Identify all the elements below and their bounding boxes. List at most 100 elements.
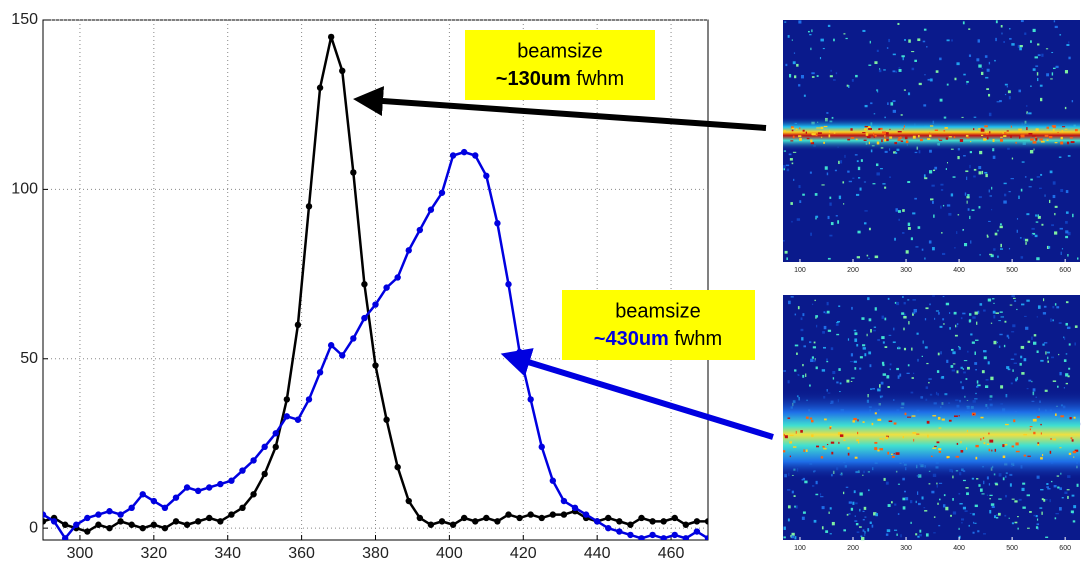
speckle bbox=[967, 194, 969, 196]
point bbox=[372, 362, 378, 368]
speckle bbox=[911, 348, 912, 351]
point bbox=[461, 515, 467, 521]
point bbox=[583, 511, 589, 517]
speckle bbox=[985, 77, 988, 79]
speckle bbox=[1007, 335, 1009, 338]
hot-speckle bbox=[790, 456, 791, 457]
speckle bbox=[883, 69, 886, 70]
hot-speckle bbox=[913, 439, 914, 442]
speckle bbox=[1025, 327, 1028, 330]
speckle bbox=[851, 378, 854, 379]
hot-speckle bbox=[931, 456, 933, 457]
speckle bbox=[1062, 248, 1063, 249]
speckle bbox=[937, 503, 938, 505]
speckle bbox=[1026, 105, 1027, 107]
speckle bbox=[904, 302, 906, 304]
speckle bbox=[1009, 28, 1010, 29]
hot-speckle bbox=[985, 139, 987, 140]
speckle bbox=[969, 525, 970, 527]
speckle bbox=[864, 517, 866, 518]
point bbox=[273, 430, 279, 436]
speckle bbox=[868, 258, 869, 259]
speckle bbox=[810, 359, 813, 362]
speckle bbox=[895, 152, 897, 154]
point bbox=[649, 518, 655, 524]
x-tick-label: 600 bbox=[1059, 267, 1071, 274]
speckle bbox=[1011, 383, 1013, 385]
speckle bbox=[811, 72, 814, 74]
speckle bbox=[894, 238, 896, 241]
hot-speckle bbox=[1005, 424, 1009, 425]
speckle bbox=[893, 54, 896, 56]
hot-speckle bbox=[803, 449, 804, 452]
hot-speckle bbox=[877, 450, 879, 452]
speckle bbox=[1054, 231, 1057, 234]
speckle bbox=[1027, 494, 1030, 496]
x-tick-label: 300 bbox=[900, 267, 912, 274]
speckle bbox=[1037, 523, 1039, 525]
speckle bbox=[813, 359, 816, 362]
hot-speckle bbox=[882, 131, 886, 134]
hot-speckle bbox=[991, 450, 992, 452]
speckle bbox=[1021, 304, 1024, 306]
point bbox=[350, 335, 356, 341]
speckle bbox=[966, 378, 968, 380]
speckle bbox=[855, 154, 858, 155]
speckle bbox=[958, 348, 959, 349]
speckle bbox=[896, 302, 899, 305]
speckle bbox=[945, 507, 948, 510]
x-tick-label: 340 bbox=[214, 545, 241, 562]
speckle bbox=[854, 361, 857, 363]
hot-speckle bbox=[892, 456, 895, 458]
speckle bbox=[924, 29, 927, 31]
speckle bbox=[1032, 234, 1033, 236]
hot-speckle bbox=[852, 420, 854, 422]
speckle bbox=[857, 531, 860, 533]
speckle bbox=[1033, 68, 1036, 71]
speckle bbox=[832, 371, 835, 374]
hot-speckle bbox=[935, 130, 938, 131]
speckle bbox=[1037, 43, 1039, 45]
hot-speckle bbox=[1005, 444, 1008, 446]
speckle bbox=[998, 320, 1001, 321]
speckle bbox=[959, 528, 960, 530]
x-tick-label: 500 bbox=[1006, 545, 1018, 552]
hot-speckle bbox=[1055, 413, 1057, 416]
speckle bbox=[963, 371, 966, 373]
point bbox=[383, 417, 389, 423]
speckle bbox=[885, 346, 888, 348]
hot-speckle bbox=[905, 413, 907, 415]
speckle bbox=[946, 303, 949, 306]
speckle bbox=[1027, 388, 1029, 389]
speckle bbox=[1024, 32, 1026, 34]
speckle bbox=[877, 50, 879, 52]
point bbox=[250, 491, 256, 497]
hot-speckle bbox=[929, 135, 931, 137]
speckle bbox=[1058, 354, 1059, 355]
hot-speckle bbox=[884, 137, 886, 138]
hot-speckle bbox=[967, 137, 970, 138]
speckle bbox=[942, 318, 944, 320]
x-tick-label: 380 bbox=[362, 545, 389, 562]
speckle bbox=[814, 300, 815, 301]
speckle bbox=[1072, 100, 1073, 102]
point bbox=[328, 342, 334, 348]
speckle bbox=[924, 74, 925, 75]
speckle bbox=[1021, 189, 1023, 192]
hot-speckle bbox=[937, 441, 940, 443]
point bbox=[106, 508, 112, 514]
speckle bbox=[993, 341, 996, 344]
speckle bbox=[884, 187, 886, 189]
hot-speckle bbox=[810, 139, 812, 142]
speckle bbox=[940, 99, 943, 102]
speckle bbox=[928, 79, 931, 81]
speckle bbox=[792, 491, 794, 494]
speckle bbox=[796, 353, 798, 355]
point bbox=[516, 515, 522, 521]
speckle bbox=[879, 70, 881, 73]
speckle bbox=[913, 373, 914, 374]
speckle bbox=[1045, 351, 1046, 354]
speckle bbox=[843, 203, 844, 204]
speckle bbox=[1065, 70, 1068, 73]
speckle bbox=[868, 489, 870, 491]
